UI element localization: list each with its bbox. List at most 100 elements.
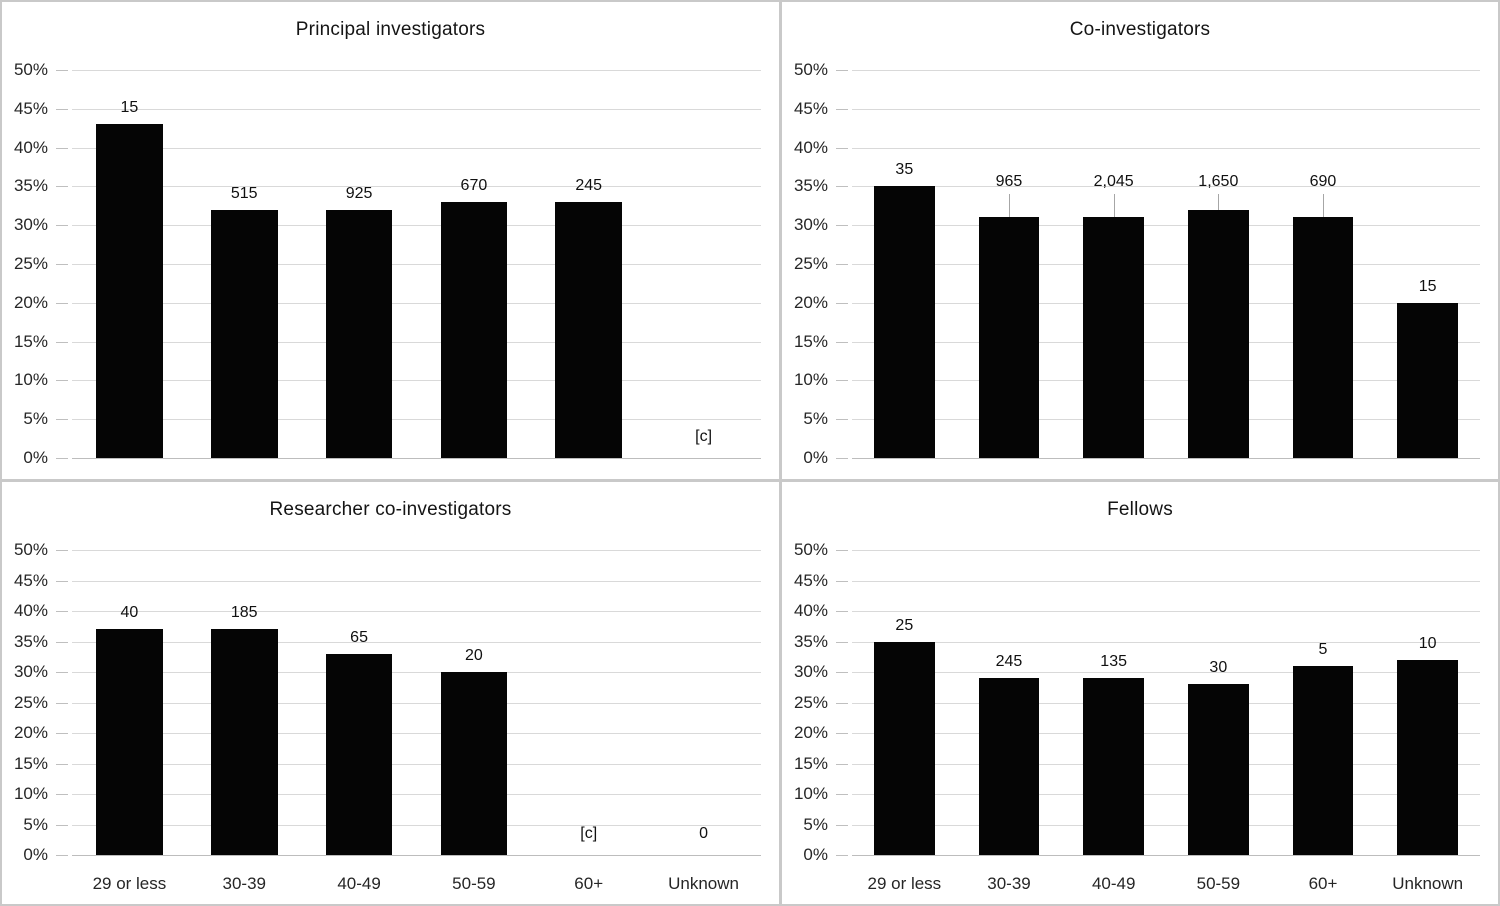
category-slot: 10 xyxy=(1375,550,1480,855)
label-leader-line xyxy=(1218,194,1220,210)
y-tick-mark xyxy=(56,419,68,421)
y-tick-label: 40% xyxy=(13,137,48,157)
plot-area: 15 515 925 670 245 [c] xyxy=(72,70,761,459)
bar-value-label: 40 xyxy=(120,604,139,622)
category-slot: 185 xyxy=(187,550,302,855)
bar-value-label: 10 xyxy=(1418,634,1437,652)
y-tick-mark xyxy=(56,611,68,612)
category-slot: 690 xyxy=(1271,70,1376,458)
y-tick-label: 30% xyxy=(13,215,48,235)
x-axis-label: 40-49 xyxy=(337,874,381,893)
bar xyxy=(1083,678,1144,855)
y-tick-mark xyxy=(56,580,68,582)
bar-value-label: 65 xyxy=(350,628,368,646)
y-tick-mark xyxy=(836,108,848,110)
y-tick-label: 5% xyxy=(803,814,828,834)
bar xyxy=(325,653,393,855)
label-leader-line xyxy=(1322,194,1324,218)
y-tick-label: 10% xyxy=(13,370,48,390)
x-axis-baseline xyxy=(852,458,1480,459)
chart-panel-co-investigators: Co-investigators 50% 45% 40% 35% 30% 25% 20% 15… xyxy=(782,2,1498,479)
bar xyxy=(440,672,508,855)
y-tick-mark xyxy=(836,763,848,765)
y-tick-label: 35% xyxy=(13,176,48,196)
y-tick-mark xyxy=(56,147,68,149)
gridline xyxy=(72,419,761,421)
y-tick-mark xyxy=(836,419,848,421)
x-axis-label: 50-59 xyxy=(1196,874,1241,893)
bar xyxy=(1187,209,1249,458)
bar xyxy=(1292,217,1354,458)
gridline xyxy=(72,824,761,826)
y-tick-mark xyxy=(836,458,848,459)
gridline xyxy=(72,264,761,265)
y-tick-label: 35% xyxy=(793,176,828,196)
bar xyxy=(325,209,393,458)
gridline xyxy=(852,225,1480,227)
bar-value-label: 670 xyxy=(460,176,488,194)
gridline xyxy=(852,733,1480,734)
bar-value-label: 135 xyxy=(1100,653,1128,671)
y-tick-label: 15% xyxy=(793,753,828,773)
bar xyxy=(978,217,1040,458)
y-tick-mark xyxy=(836,186,848,188)
plot-area: 35 965 2,045 1,650 690 15 xyxy=(852,70,1480,459)
y-tick-mark xyxy=(836,341,848,343)
y-tick-label: 50% xyxy=(793,60,828,79)
y-tick-label: 40% xyxy=(793,137,828,157)
y-tick-mark xyxy=(56,458,68,459)
chart-title: Principal investigators xyxy=(295,19,486,40)
bar-value-label: 965 xyxy=(995,173,1023,191)
bar-value-label: 515 xyxy=(230,184,258,202)
y-tick-label: 0% xyxy=(23,448,48,467)
y-tick-mark xyxy=(56,672,68,673)
y-tick-mark xyxy=(56,733,68,734)
y-tick-mark xyxy=(836,824,848,826)
category-slot: 15 xyxy=(1375,70,1480,458)
gridline xyxy=(852,550,1480,551)
y-tick-label: 5% xyxy=(803,409,828,429)
gridline xyxy=(852,264,1480,265)
y-tick-label: 25% xyxy=(793,692,828,712)
y-tick-label: 20% xyxy=(13,723,48,742)
gridline xyxy=(852,419,1480,421)
y-tick-mark xyxy=(56,550,68,551)
bar xyxy=(1397,302,1458,458)
category-slot: 30 xyxy=(1166,550,1271,855)
y-tick-mark xyxy=(836,611,848,612)
gridline xyxy=(72,580,761,582)
y-tick-label: 45% xyxy=(13,98,48,118)
y-tick-mark xyxy=(836,264,848,265)
category-slot: 245 xyxy=(531,70,646,458)
y-tick-label: 20% xyxy=(13,292,48,312)
y-tick-label: 0% xyxy=(803,448,828,467)
y-tick-mark xyxy=(56,264,68,265)
y-tick-mark xyxy=(56,108,68,110)
y-tick-label: 10% xyxy=(13,784,48,803)
y-tick-label: 30% xyxy=(793,662,828,681)
gridline xyxy=(852,824,1480,826)
y-tick-mark xyxy=(56,855,68,856)
x-axis-label: Unknown xyxy=(668,874,739,893)
category-slot: 245 xyxy=(957,550,1062,855)
y-tick-label: 10% xyxy=(793,784,828,803)
bar xyxy=(96,629,163,855)
y-tick-mark xyxy=(836,641,848,643)
bar xyxy=(1397,659,1458,855)
x-axis-label: 30-39 xyxy=(987,874,1031,893)
suppressed-value-label: [c] xyxy=(580,825,598,842)
gridline xyxy=(72,641,761,643)
y-tick-label: 20% xyxy=(793,723,828,742)
category-slot: 0 xyxy=(646,550,761,855)
x-axis-label: 29 or less xyxy=(867,874,942,893)
bar-value-label: 925 xyxy=(345,184,373,202)
y-tick-label: 25% xyxy=(793,254,828,273)
y-tick-label: 25% xyxy=(13,254,48,273)
gridline xyxy=(852,341,1480,343)
y-tick-mark xyxy=(56,341,68,343)
y-tick-label: 0% xyxy=(803,845,828,864)
gridline xyxy=(72,550,761,551)
y-tick-mark xyxy=(836,147,848,149)
bar xyxy=(210,629,278,855)
label-leader-line xyxy=(1008,194,1010,218)
